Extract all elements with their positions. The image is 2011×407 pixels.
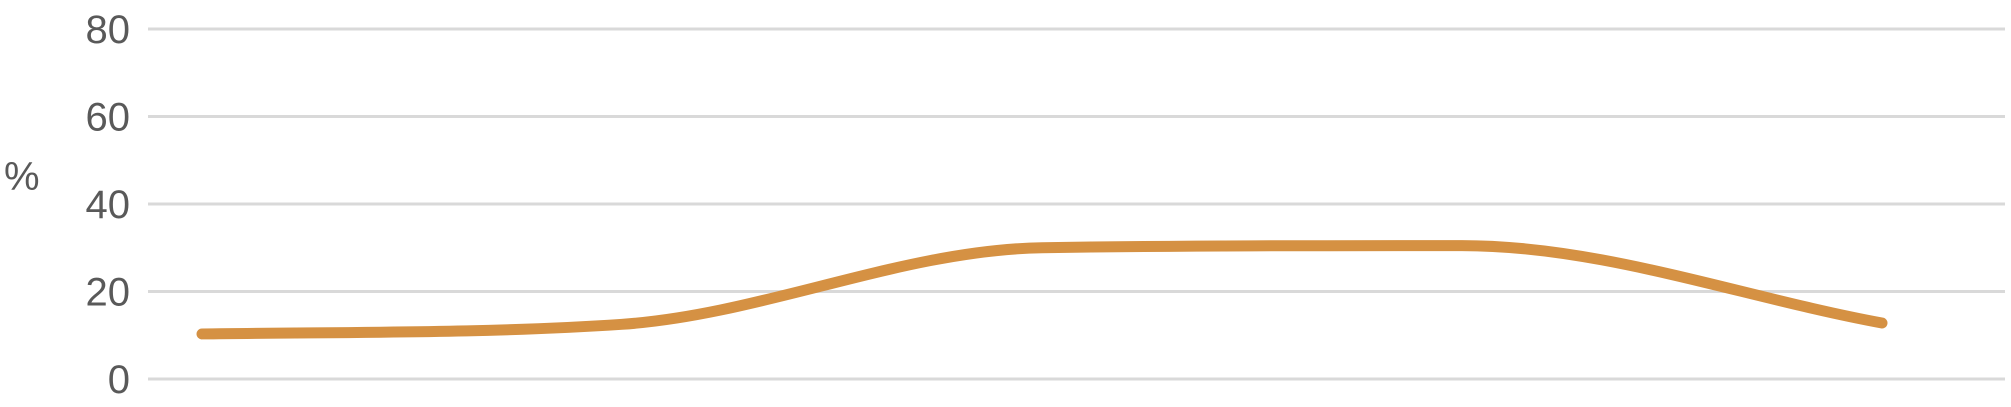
gridlines — [148, 27, 2005, 381]
y-tick-label: 40 — [86, 183, 131, 227]
series-lines — [196, 240, 1888, 340]
y-axis-ticks: 0 20 40 60 80 — [86, 8, 131, 402]
y-tick-label: 60 — [86, 96, 131, 140]
y-tick-label: 80 — [86, 8, 131, 52]
y-tick-label: 20 — [86, 271, 131, 315]
y-axis-unit-label: % — [4, 155, 40, 199]
series-line-1 — [196, 240, 1888, 340]
y-tick-label: 0 — [108, 358, 130, 402]
